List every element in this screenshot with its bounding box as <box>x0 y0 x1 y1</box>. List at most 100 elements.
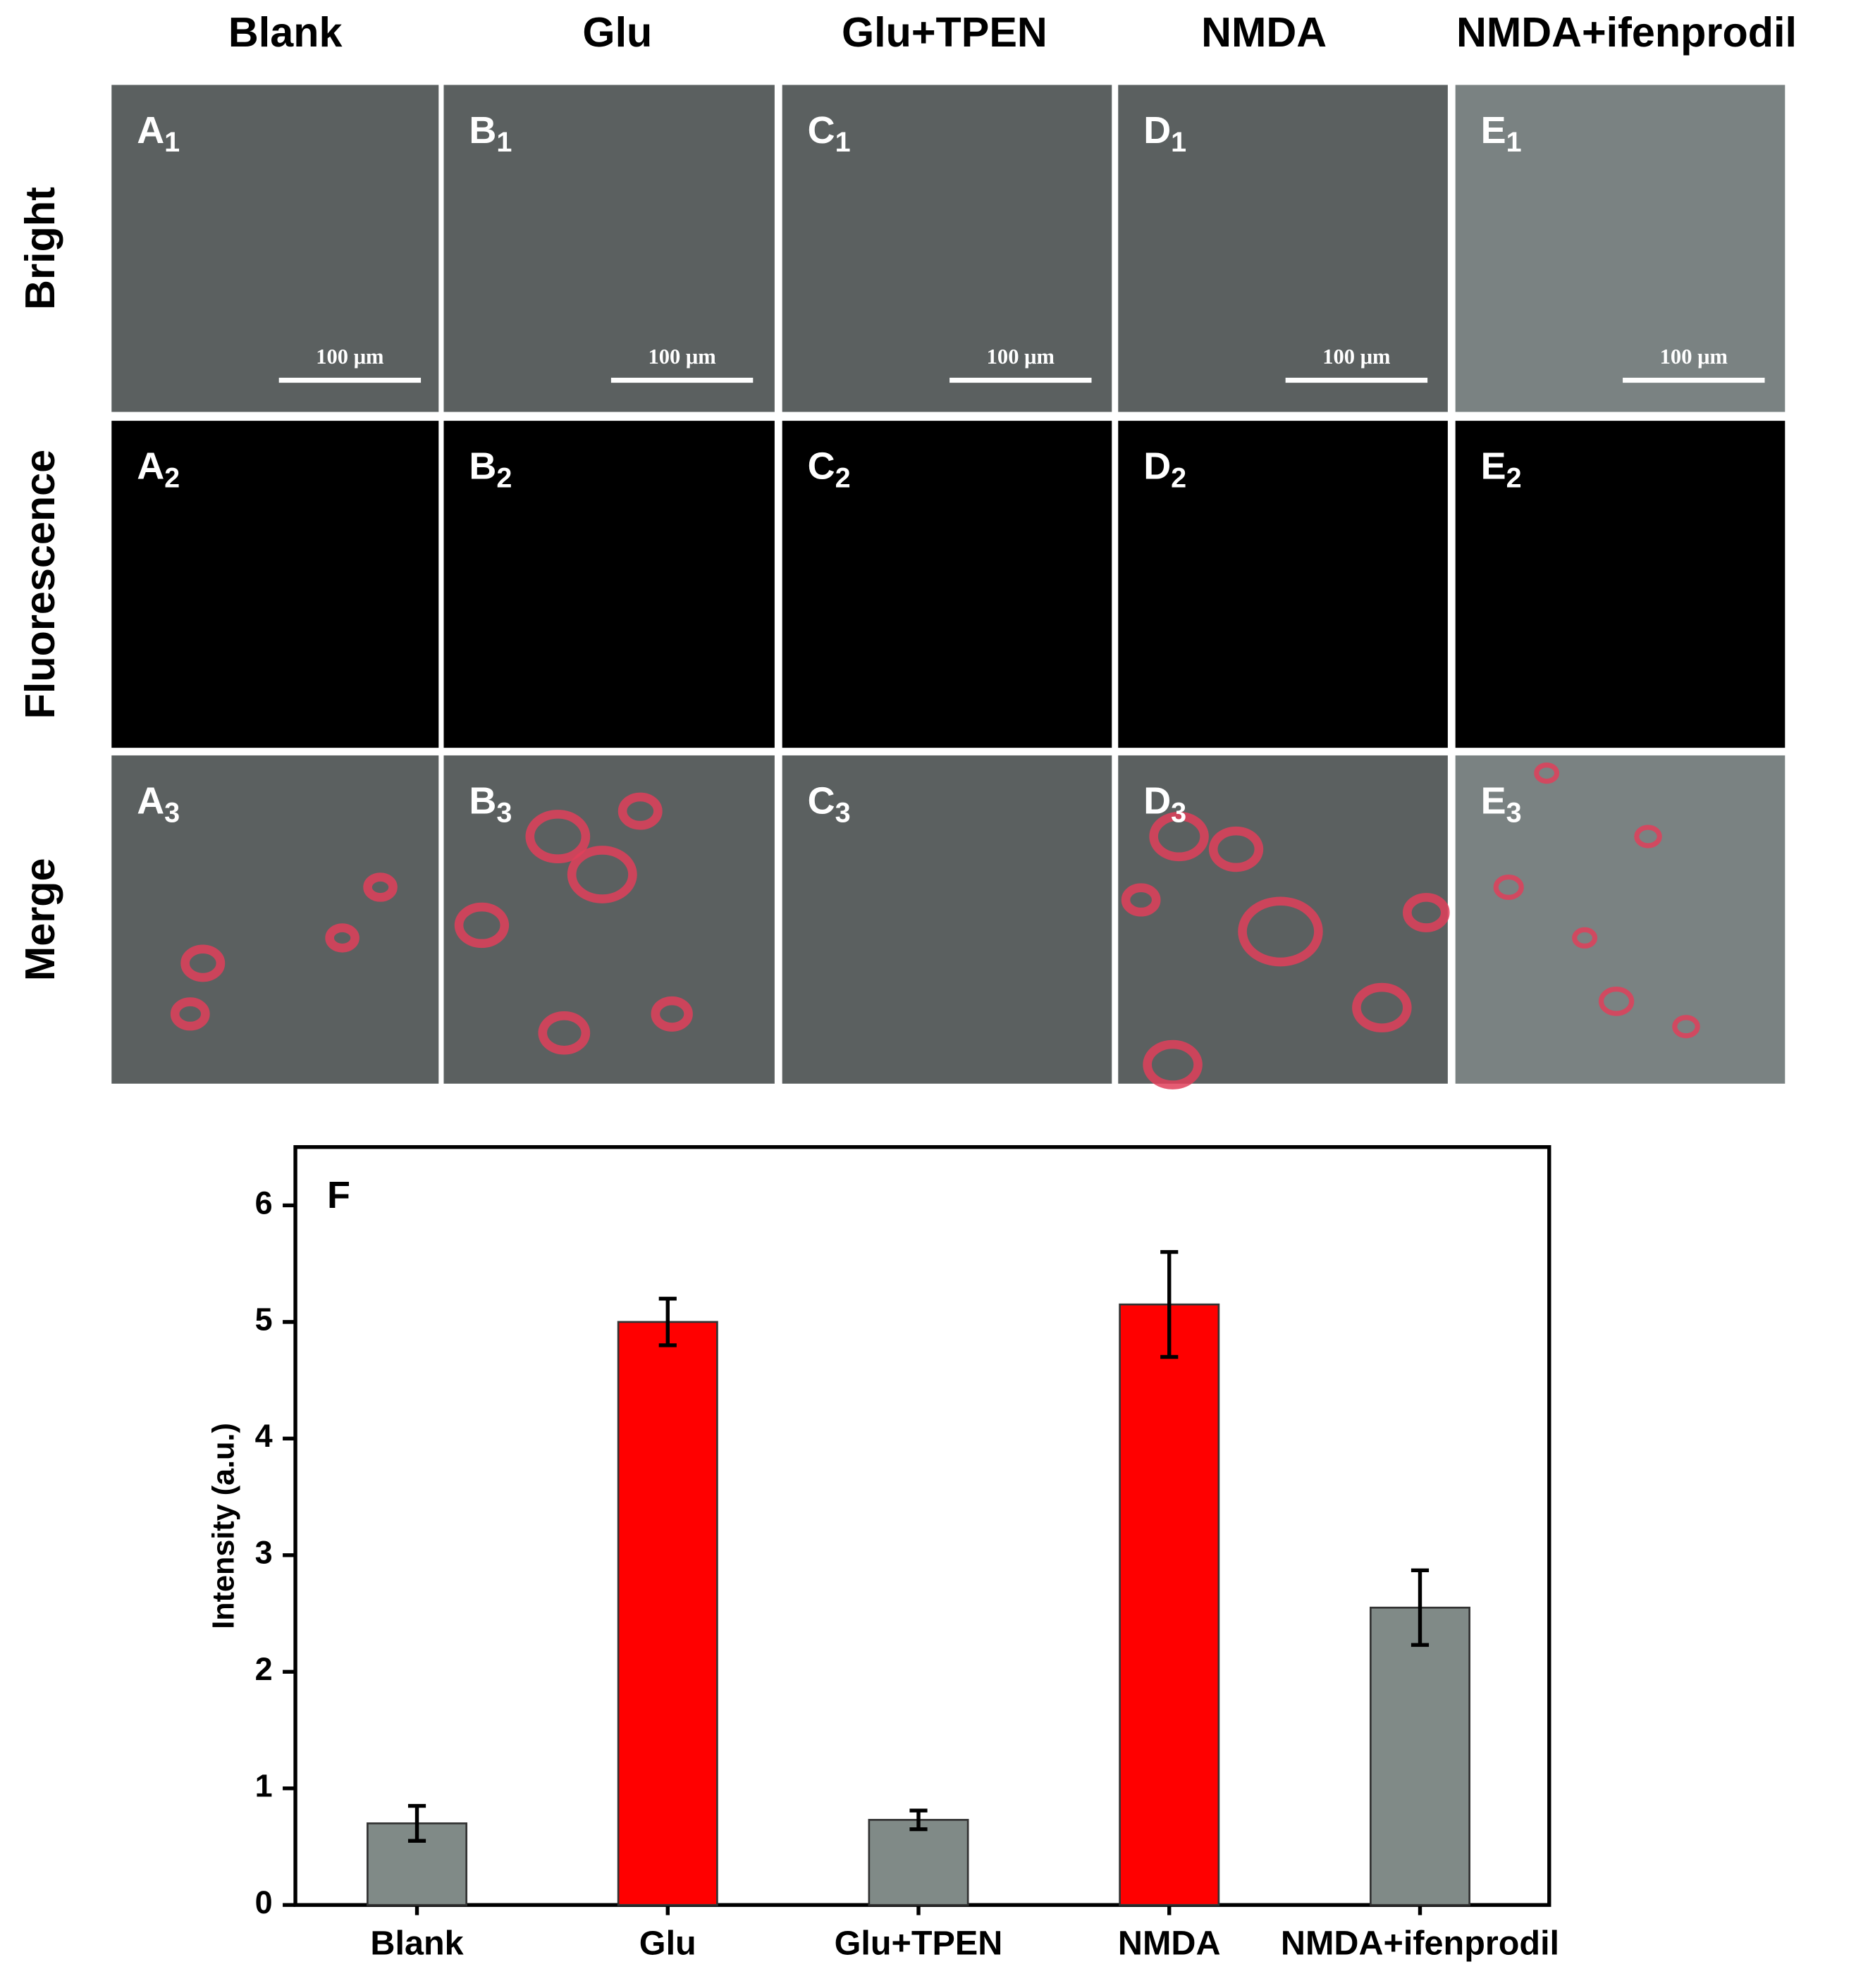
panel-index: 2 <box>835 463 851 494</box>
cell-stain <box>1403 893 1450 932</box>
panel-label: A1 <box>137 109 180 158</box>
column-header: NMDA+ifenprodil <box>1456 8 1797 56</box>
panel-label: B2 <box>469 445 512 494</box>
cell-stain <box>1208 826 1264 872</box>
micrograph <box>1118 85 1448 412</box>
error-bar <box>1160 1249 1179 1359</box>
cell-stain <box>454 902 510 949</box>
cell-stain <box>567 846 637 903</box>
cell-stain <box>1672 1015 1700 1039</box>
panel-letter: D <box>1143 445 1171 488</box>
panel-index: 3 <box>164 798 180 829</box>
panel-letter: E <box>1481 780 1506 822</box>
x-tick-label: Blank <box>370 1925 464 1963</box>
cell-stain <box>525 810 591 863</box>
x-tick-label: NMDA <box>1118 1925 1221 1963</box>
panel-index: 2 <box>1171 463 1186 494</box>
panel-label: C1 <box>808 109 851 158</box>
panel-letter: A <box>137 780 164 822</box>
column-header: Glu <box>582 8 652 56</box>
y-tick-label: 1 <box>255 1768 273 1804</box>
cell-stain <box>1572 927 1598 949</box>
cell-stain <box>1534 762 1560 784</box>
row-label: Bright <box>16 187 63 310</box>
panel-label: C2 <box>808 445 851 494</box>
panel-index: 3 <box>835 798 851 829</box>
micrograph <box>111 85 439 412</box>
micrograph <box>111 421 439 748</box>
micrograph <box>443 85 775 412</box>
x-tick-label: Glu <box>639 1925 696 1963</box>
cell-stain <box>538 1011 591 1055</box>
panel-index: 1 <box>164 127 180 158</box>
panel-label: E2 <box>1481 445 1522 494</box>
panel-index: 3 <box>1506 798 1522 829</box>
y-tick-label: 6 <box>255 1185 273 1221</box>
bar <box>617 1321 718 1906</box>
cell-stain <box>1149 811 1209 862</box>
panel-label: E3 <box>1481 780 1522 829</box>
scale-bar-label: 100 μm <box>987 345 1055 369</box>
micrograph <box>1455 421 1786 748</box>
y-tick-label: 5 <box>255 1302 273 1338</box>
panel-letter: B <box>469 109 496 152</box>
y-axis-label: Intensity (a.u.) <box>207 1423 241 1629</box>
cell-stain <box>170 997 210 1031</box>
panel-label: E1 <box>1481 109 1522 158</box>
micrograph <box>1118 421 1448 748</box>
panel-letter: A <box>137 109 164 152</box>
cell-stain <box>617 792 663 830</box>
error-bar <box>1411 1568 1430 1647</box>
cell-stain <box>1352 982 1412 1032</box>
cell-stain <box>1634 825 1662 848</box>
panel-letter: E <box>1481 109 1506 152</box>
cell-stain <box>1493 874 1524 900</box>
cell-stain <box>325 923 359 953</box>
panel-label: A2 <box>137 445 180 494</box>
y-tick-label: 2 <box>255 1651 273 1687</box>
row-label: Fluorescence <box>16 450 63 720</box>
panel-letter: D <box>1143 109 1171 152</box>
error-bar <box>658 1297 677 1347</box>
cell-stain <box>1121 883 1161 917</box>
panel-label: D1 <box>1143 109 1186 158</box>
column-header: Glu+TPEN <box>842 8 1047 56</box>
cell-stain <box>651 996 693 1032</box>
micrograph <box>782 421 1112 748</box>
scale-bar-label: 100 μm <box>648 345 715 369</box>
y-tick-label: 4 <box>255 1418 273 1454</box>
panel-index: 1 <box>1171 127 1186 158</box>
panel-label: D3 <box>1143 780 1186 829</box>
panel-label: A3 <box>137 780 180 829</box>
panel-index: 2 <box>1506 463 1522 494</box>
panel-index: 3 <box>1171 798 1186 829</box>
panel-label: B1 <box>469 109 512 158</box>
panel-label: B3 <box>469 780 512 829</box>
panel-letter: B <box>469 780 496 822</box>
chart-panel-label: F <box>327 1174 350 1216</box>
column-header: Blank <box>228 8 343 56</box>
scale-bar-label: 100 μm <box>1660 345 1728 369</box>
bar <box>1119 1303 1220 1906</box>
panel-letter: C <box>808 445 835 488</box>
panel-letter: C <box>808 780 835 822</box>
panel-letter: A <box>137 445 164 488</box>
scale-bar-label: 100 μm <box>1322 345 1390 369</box>
micrograph <box>1455 85 1786 412</box>
scale-bar-label: 100 μm <box>316 345 383 369</box>
micrograph <box>782 755 1112 1084</box>
cell-stain <box>1143 1039 1203 1089</box>
error-bar <box>909 1808 928 1832</box>
panel-letter: E <box>1481 445 1506 488</box>
plot-frame <box>293 1144 1551 1907</box>
row-label: Merge <box>16 858 63 981</box>
micrograph <box>111 755 439 1084</box>
error-bar <box>407 1803 426 1843</box>
panel-index: 3 <box>496 798 512 829</box>
panel-label: D2 <box>1143 445 1186 494</box>
y-tick-label: 3 <box>255 1535 273 1571</box>
column-header: NMDA <box>1201 8 1327 56</box>
panel-label: C3 <box>808 780 851 829</box>
